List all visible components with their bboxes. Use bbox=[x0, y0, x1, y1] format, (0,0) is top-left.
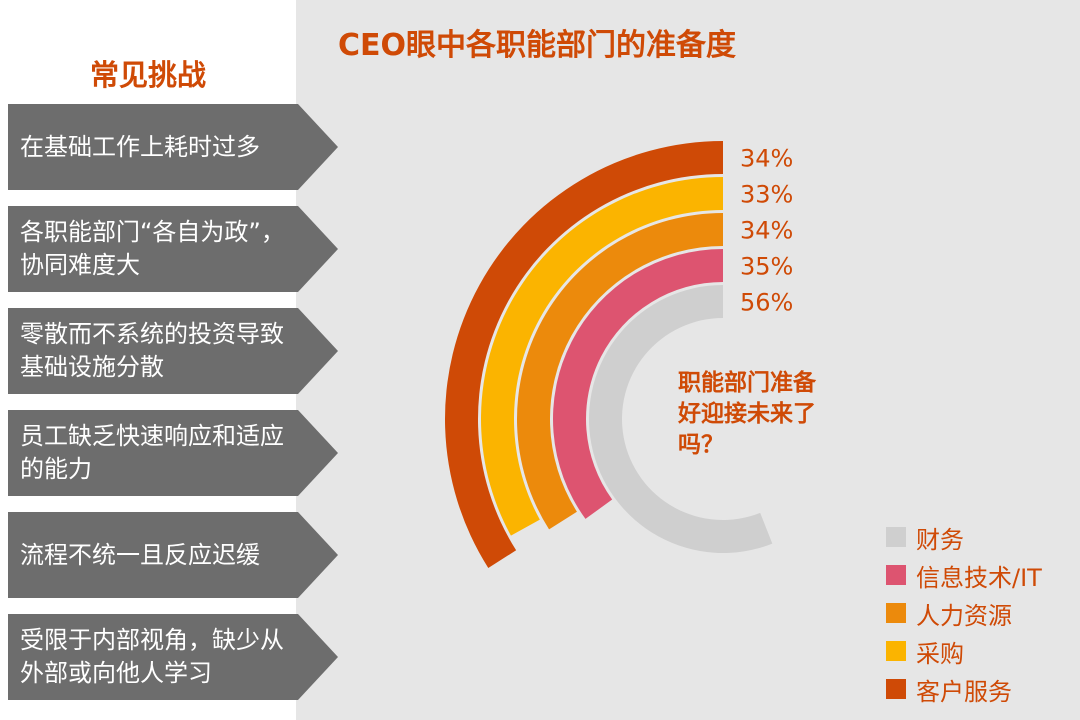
chart-title: CEO眼中各职能部门的准备度 bbox=[338, 28, 737, 63]
challenge-text-2: 各职能部门“各自为政”，协同难度大 bbox=[20, 218, 285, 279]
chart-legend: 财务 信息技术/IT 人力资源 采购 客户服务 bbox=[886, 518, 1042, 708]
challenge-arrow-3: 零散而不系统的投资导致基础设施分散 bbox=[8, 308, 338, 394]
challenge-arrow-2: 各职能部门“各自为政”，协同难度大 bbox=[8, 206, 338, 292]
arc-it bbox=[552, 249, 723, 519]
value-label-hr: 34% bbox=[740, 217, 793, 245]
value-label-it: 35% bbox=[740, 253, 793, 281]
challenge-text-3: 零散而不系统的投资导致基础设施分散 bbox=[20, 320, 284, 381]
challenge-text-1: 在基础工作上耗时过多 bbox=[20, 132, 260, 161]
value-label-customer-service: 34% bbox=[740, 145, 793, 173]
arc-procurement bbox=[480, 177, 723, 536]
challenge-arrow-6: 受限于内部视角，缺少从外部或向他人学习 bbox=[8, 614, 338, 700]
center-question: 职能部门准备好迎接未来了吗？ bbox=[678, 370, 816, 458]
challenge-text-5: 流程不统一且反应迟缓 bbox=[20, 540, 260, 569]
challenge-arrow-1: 在基础工作上耗时过多 bbox=[8, 104, 338, 190]
legend-swatch-hr bbox=[886, 603, 906, 623]
value-label-finance: 56% bbox=[740, 289, 793, 317]
legend-label-it: 信息技术/IT bbox=[916, 563, 1042, 592]
legend-label-finance: 财务 bbox=[916, 525, 964, 554]
challenge-text-4: 员工缺乏快速响应和适应的能力 bbox=[20, 422, 284, 483]
challenge-text-6: 受限于内部视角，缺少从外部或向他人学习 bbox=[20, 626, 284, 687]
arc-hr bbox=[517, 213, 723, 530]
arc-finance bbox=[588, 285, 773, 554]
legend-swatch-finance bbox=[886, 527, 906, 547]
arc-customer-service bbox=[444, 141, 723, 568]
legend-item-hr: 人力资源 bbox=[886, 594, 1042, 632]
challenge-arrow-4: 员工缺乏快速响应和适应的能力 bbox=[8, 410, 338, 496]
legend-swatch-customer-service bbox=[886, 679, 906, 699]
legend-item-procurement: 采购 bbox=[886, 632, 1042, 670]
legend-label-customer-service: 客户服务 bbox=[916, 677, 1012, 706]
chart-panel-background bbox=[296, 0, 1080, 720]
legend-label-procurement: 采购 bbox=[916, 639, 964, 668]
challenges-heading: 常见挑战 bbox=[89, 58, 206, 92]
legend-item-customer-service: 客户服务 bbox=[886, 670, 1042, 708]
legend-item-finance: 财务 bbox=[886, 518, 1042, 556]
legend-swatch-procurement bbox=[886, 641, 906, 661]
legend-item-it: 信息技术/IT bbox=[886, 556, 1042, 594]
legend-swatch-it bbox=[886, 565, 906, 585]
challenge-arrow-5: 流程不统一且反应迟缓 bbox=[8, 512, 338, 598]
value-label-procurement: 33% bbox=[740, 181, 793, 209]
legend-label-hr: 人力资源 bbox=[916, 601, 1012, 630]
